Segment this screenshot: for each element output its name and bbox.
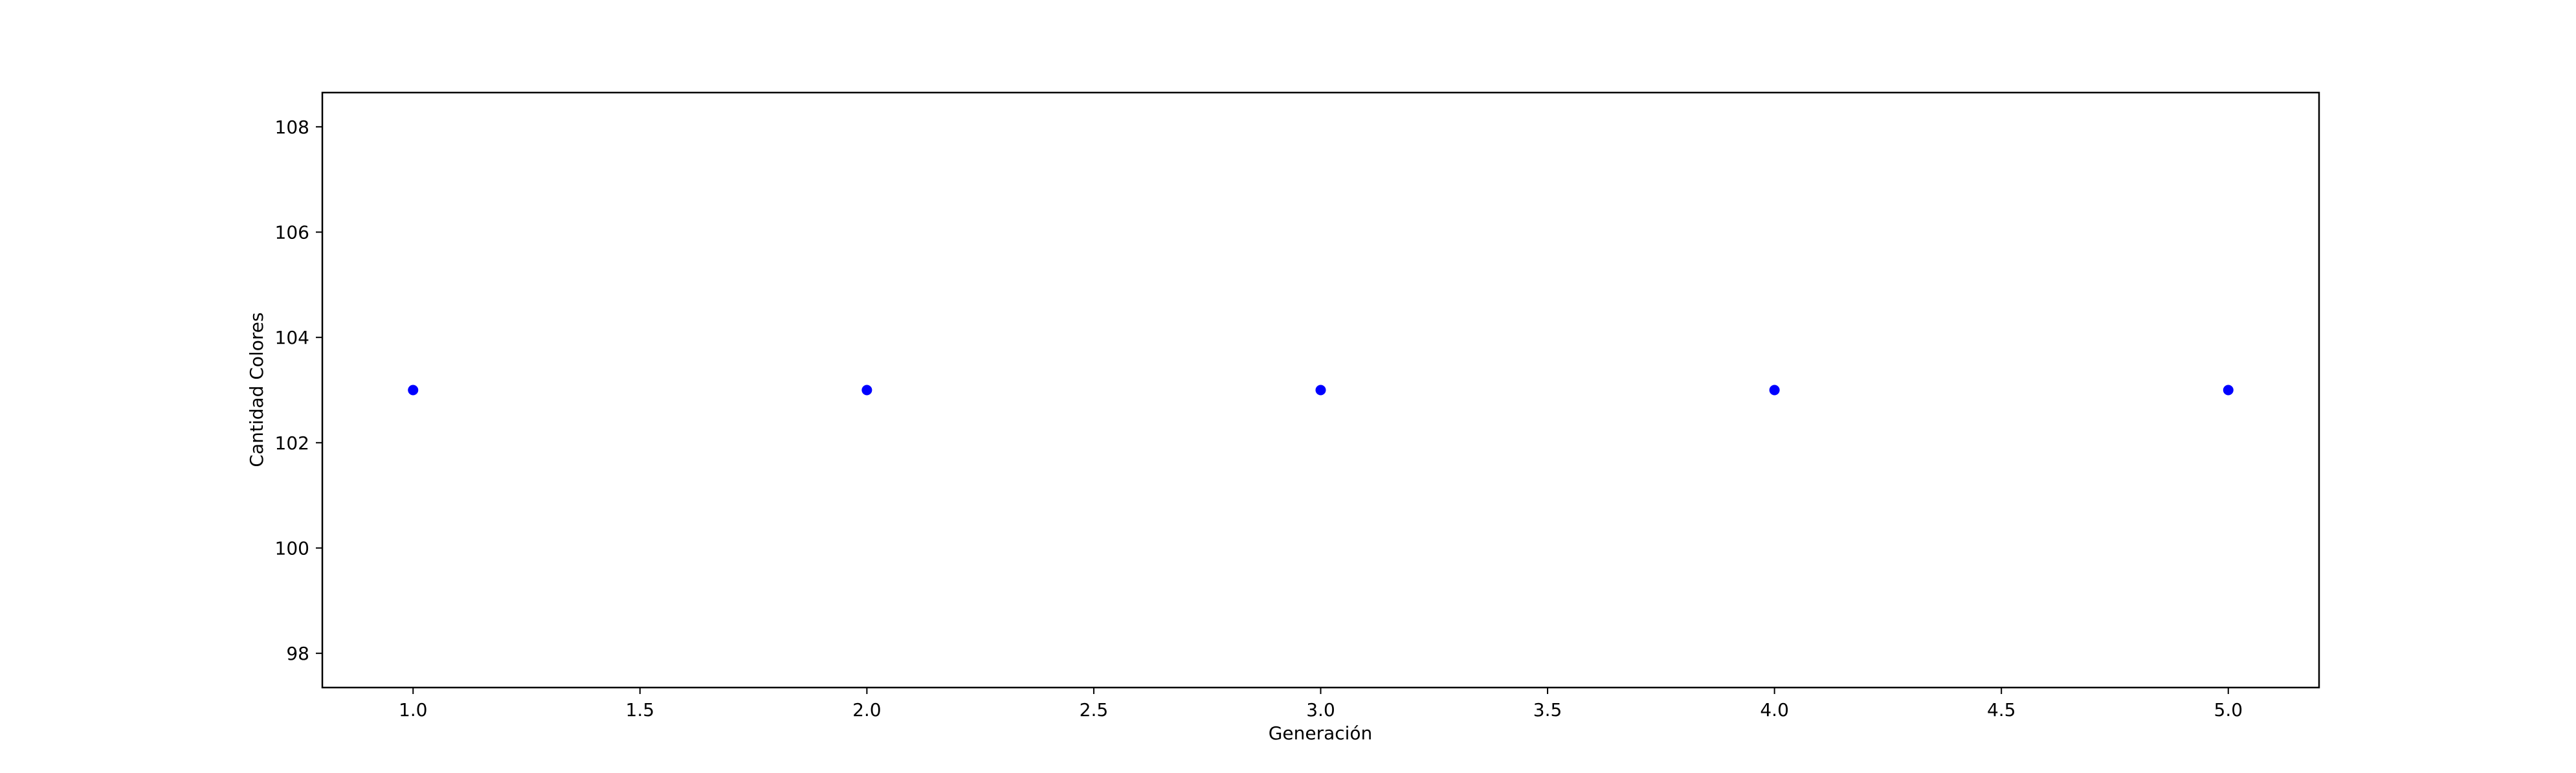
x-tick-label: 4.0 <box>1760 699 1789 721</box>
y-tick-label: 104 <box>275 327 309 348</box>
data-points <box>408 385 2234 396</box>
x-tick-label: 3.0 <box>1306 699 1335 721</box>
x-axis-label: Generación <box>1269 723 1373 744</box>
y-tick-label: 98 <box>286 643 309 664</box>
data-point <box>1769 385 1780 396</box>
x-tick-label: 1.0 <box>399 699 428 721</box>
y-axis-label: Cantidad Colores <box>246 312 267 467</box>
y-tick-label: 100 <box>275 537 309 559</box>
data-point <box>861 385 872 396</box>
x-tick-label: 1.5 <box>626 699 655 721</box>
x-tick-label: 4.5 <box>1987 699 2016 721</box>
data-point <box>2223 385 2234 396</box>
x-tick-label: 3.5 <box>1533 699 1562 721</box>
y-tick-label: 106 <box>275 222 309 243</box>
data-point <box>1315 385 1326 396</box>
x-tick-label: 5.0 <box>2214 699 2243 721</box>
plot-area: 1.0 1.5 2.0 2.5 3.0 3.5 4.0 4.5 5.0 98 100 102 104 1… <box>275 91 2320 721</box>
y-axis-ticks: 98 100 102 104 106 108 <box>275 117 322 664</box>
x-tick-label: 2.0 <box>852 699 882 721</box>
y-tick-label: 102 <box>275 432 309 454</box>
data-point <box>408 385 419 396</box>
x-tick-label: 2.5 <box>1080 699 1109 721</box>
x-axis-ticks: 1.0 1.5 2.0 2.5 3.0 3.5 4.0 4.5 5.0 <box>399 688 2243 721</box>
y-tick-label: 108 <box>275 117 309 138</box>
